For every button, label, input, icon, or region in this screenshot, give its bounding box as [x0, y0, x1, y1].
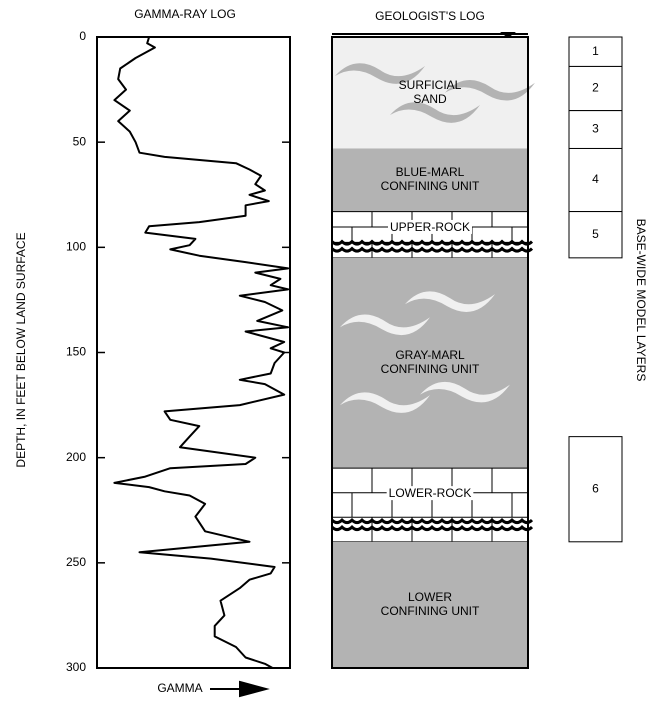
label-bg [387, 219, 473, 234]
layer-label: 1 [592, 44, 599, 58]
water-table [500, 32, 516, 38]
grain [390, 102, 480, 123]
grain [340, 314, 430, 336]
plot-frame [96, 36, 291, 669]
unit-label: GRAY-MARL [395, 348, 465, 362]
unit-label: BLUE-MARL [396, 165, 465, 179]
rock-wave [330, 524, 534, 532]
gamma-title: GAMMA-RAY LOG [134, 7, 236, 21]
layer-label: 3 [592, 122, 599, 136]
model-layer [568, 436, 623, 543]
grain [340, 392, 430, 413]
geolog-title: GEOLOGIST'S LOG [375, 9, 485, 23]
unit-label: SAND [413, 92, 447, 106]
model-layer [568, 147, 623, 213]
unit-label: LOWER-ROCK [389, 486, 472, 500]
unit-label: LOWER [408, 590, 452, 604]
layers-title: BASE-WIDE MODEL LAYERS [634, 219, 648, 382]
layer-label: 2 [592, 81, 599, 95]
y-tick-label: 100 [66, 240, 86, 254]
gamma-arrow [210, 680, 270, 698]
rock-wave [330, 517, 534, 525]
layer-label: 5 [592, 227, 599, 241]
y-axis-label: DEPTH, IN FEET BELOW LAND SURFACE [14, 232, 28, 467]
unit-fill [332, 541, 528, 668]
model-layer [568, 110, 623, 149]
unit-label: CONFINING UNIT [381, 604, 480, 618]
unit-label: CONFINING UNIT [381, 362, 480, 376]
y-tick-label: 300 [66, 660, 86, 674]
grain [405, 291, 495, 312]
y-tick-label: 200 [66, 450, 86, 464]
model-layer [568, 36, 623, 67]
model-layer [568, 65, 623, 112]
rock-wave [330, 246, 534, 253]
y-tick-label: 250 [66, 555, 86, 569]
unit-label: SURFICIAL [399, 78, 462, 92]
layer-label: 6 [592, 481, 599, 495]
gamma-curve [113, 36, 290, 669]
unit-label: CONFINING UNIT [381, 179, 480, 193]
grain [335, 63, 425, 84]
column-frame [331, 36, 529, 669]
layer-label: 4 [592, 172, 599, 186]
y-tick-label: 150 [66, 345, 86, 359]
y-tick-label: 0 [79, 29, 86, 43]
unit-label: UPPER-ROCK [390, 220, 470, 234]
grain [445, 80, 535, 101]
label-bg [386, 486, 474, 501]
rock-wave [330, 239, 534, 246]
grain [420, 381, 510, 403]
y-tick-label: 50 [73, 134, 87, 148]
model-layer [568, 211, 623, 259]
unit-fill [332, 148, 528, 212]
x-axis-label: GAMMA [157, 681, 202, 695]
